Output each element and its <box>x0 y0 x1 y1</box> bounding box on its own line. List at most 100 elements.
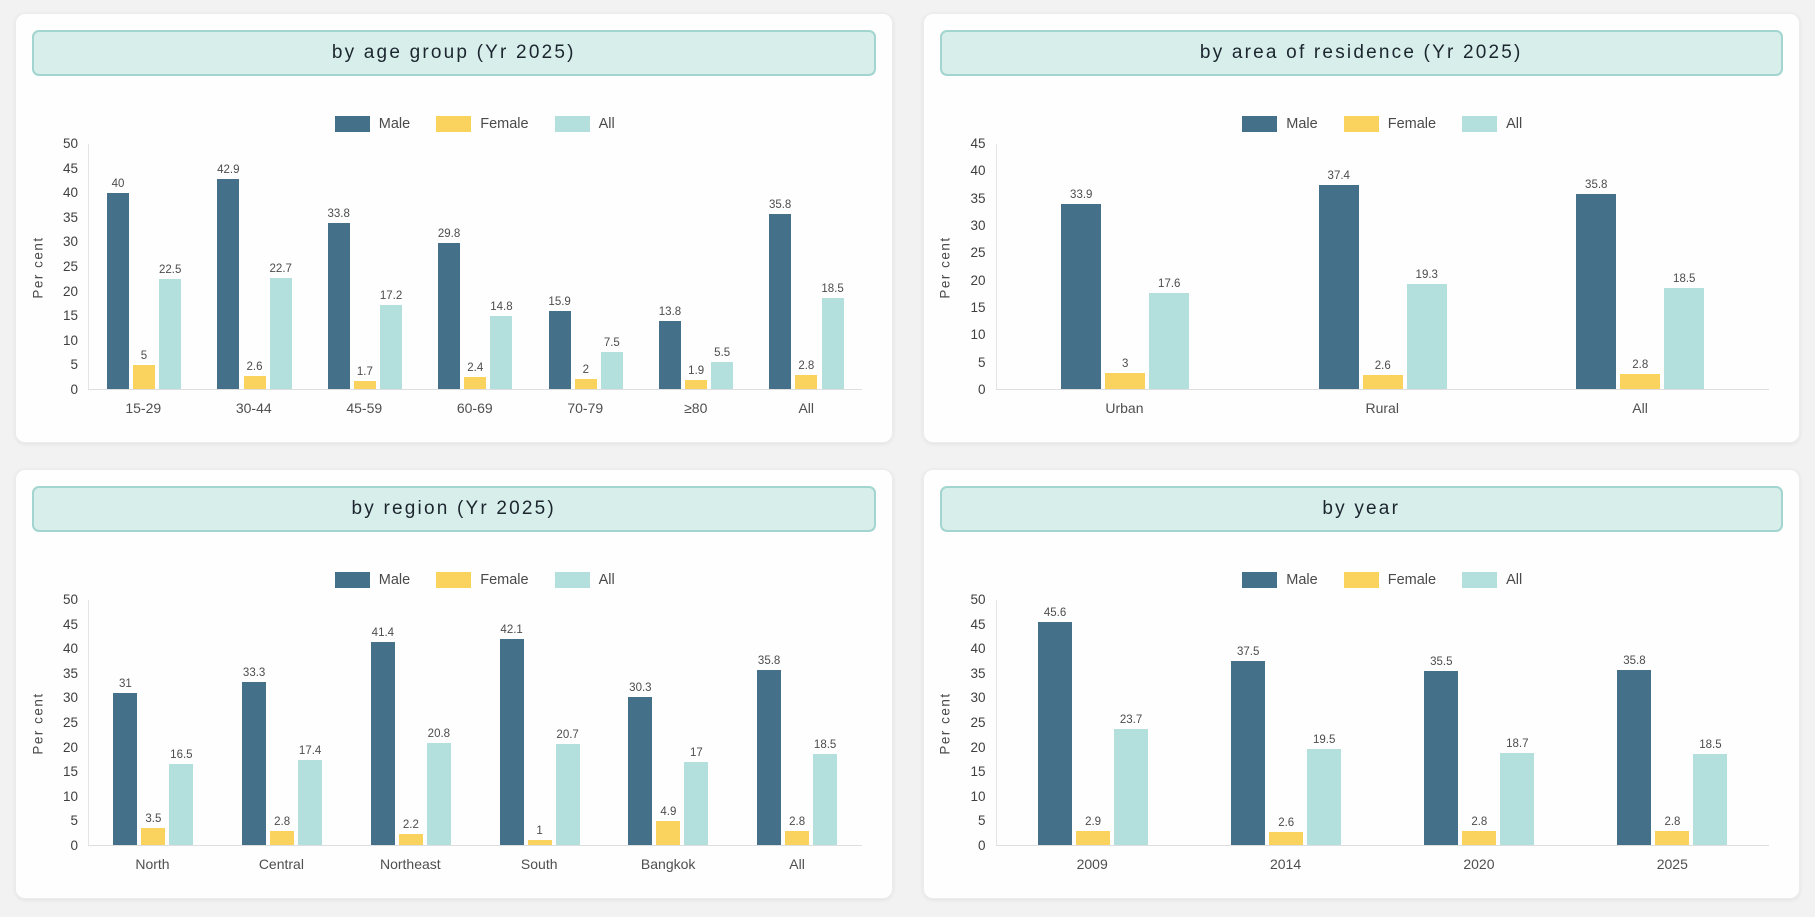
legend-swatch-female <box>1343 572 1379 588</box>
legend-item-female[interactable]: Female <box>1343 572 1436 588</box>
legend-item-all[interactable]: All <box>1462 572 1522 588</box>
bar-female-60-69[interactable] <box>464 377 487 389</box>
bar-all-30-44[interactable] <box>269 277 292 389</box>
legend-item-male[interactable]: Male <box>1242 572 1318 588</box>
x-category-label: 60-69 <box>456 400 493 416</box>
bar-female-all[interactable] <box>785 831 810 845</box>
bar-all-all[interactable] <box>813 754 838 845</box>
bar-all-all[interactable] <box>821 298 844 389</box>
bar-male-south[interactable] <box>499 638 524 845</box>
bar-male-bangkok[interactable] <box>628 696 653 845</box>
bar-male-15-29[interactable] <box>106 193 129 389</box>
bar-female-15-29[interactable] <box>132 364 155 389</box>
x-category-label: 2009 <box>1076 856 1108 872</box>
bar-all-all[interactable] <box>1664 288 1705 389</box>
bar-all-north[interactable] <box>169 764 194 845</box>
bar-male-2009[interactable] <box>1038 621 1073 845</box>
x-axis-labels: Urban Rural All <box>996 390 1770 420</box>
bar-value-label: 33.3 <box>242 666 266 679</box>
bar-male-all[interactable] <box>1576 194 1617 389</box>
bar-value-label: 2.6 <box>1278 817 1295 830</box>
bar-all-2014[interactable] <box>1307 749 1342 845</box>
bar-all-15-29[interactable] <box>159 278 182 389</box>
bar-female-30-44[interactable] <box>243 376 266 389</box>
y-axis-title: Per cent <box>936 144 956 390</box>
bar-male-70-79[interactable] <box>548 311 571 389</box>
legend-item-all[interactable]: All <box>1462 116 1522 132</box>
bar-female-2014[interactable] <box>1269 832 1304 845</box>
bar-all-south[interactable] <box>555 743 580 845</box>
bar-male-urban[interactable] <box>1061 204 1102 389</box>
bar-value-label: 2.9 <box>1085 815 1102 828</box>
bar-all-60-69[interactable] <box>490 316 513 389</box>
bar-male-2025[interactable] <box>1617 669 1652 845</box>
y-tick-label: 15 <box>970 300 986 316</box>
bar-female-rural[interactable] <box>1362 374 1403 389</box>
bar-all-2025[interactable] <box>1693 754 1728 845</box>
legend-item-male[interactable]: Male <box>1242 116 1318 132</box>
legend-item-female[interactable]: Female <box>1343 116 1436 132</box>
bar-value-label: 35.8 <box>1623 654 1646 667</box>
legend-item-female[interactable]: Female <box>436 572 529 588</box>
bar-female-2025[interactable] <box>1655 831 1690 845</box>
bar-all-bangkok[interactable] <box>684 761 709 845</box>
legend-item-male[interactable]: Male <box>334 572 410 588</box>
bar-male-60-69[interactable] <box>438 242 461 389</box>
bar-column: 33.3 <box>242 600 267 845</box>
bar-all-central[interactable] <box>298 759 323 845</box>
bar-column: 29.8 <box>438 144 460 389</box>
bar-column: 2.6 <box>1362 144 1403 389</box>
legend-label: All <box>598 116 615 132</box>
bar-all-rural[interactable] <box>1406 283 1447 389</box>
bar-male-all[interactable] <box>757 669 782 845</box>
bar-female-urban[interactable] <box>1105 372 1146 389</box>
plot-region: 33.9 3 17.6 37.4 2.6 19.3 35.8 2.8 18.5 <box>995 144 1769 390</box>
bar-all-urban[interactable] <box>1149 293 1190 389</box>
x-category-label: 30-44 <box>235 400 272 416</box>
bar-female-2009[interactable] <box>1076 830 1111 845</box>
bar-value-label: 2.2 <box>402 819 419 832</box>
bar-male-rural[interactable] <box>1318 185 1359 389</box>
bar-column: 17.2 <box>380 144 402 389</box>
bar-female-≥80[interactable] <box>685 379 708 389</box>
y-axis-title: Per cent <box>28 144 48 390</box>
bar-all-45-59[interactable] <box>380 304 403 389</box>
bar-male-northeast[interactable] <box>370 642 395 845</box>
bar-female-45-59[interactable] <box>353 380 376 389</box>
bar-female-70-79[interactable] <box>574 379 597 389</box>
bar-female-all[interactable] <box>795 375 818 389</box>
bar-male-central[interactable] <box>242 681 267 845</box>
bar-column: 42.1 <box>499 600 524 845</box>
bar-all-northeast[interactable] <box>426 743 451 845</box>
bar-male-all[interactable] <box>769 213 792 389</box>
bar-value-label: 5 <box>140 349 148 362</box>
chart-title-box: by year <box>939 486 1783 532</box>
legend-item-all[interactable]: All <box>554 116 615 132</box>
legend-swatch-male <box>334 116 370 132</box>
legend-item-all[interactable]: All <box>554 572 615 588</box>
bar-all-2020[interactable] <box>1500 753 1535 845</box>
bar-all-2009[interactable] <box>1114 728 1149 845</box>
bar-female-bangkok[interactable] <box>656 821 681 845</box>
bar-column: 35.5 <box>1424 600 1459 845</box>
y-axis-title: Per cent <box>936 600 956 846</box>
bar-female-2020[interactable] <box>1462 831 1497 845</box>
bar-female-central[interactable] <box>270 831 295 845</box>
bar-female-south[interactable] <box>527 840 552 845</box>
legend-item-female[interactable]: Female <box>436 116 529 132</box>
bar-group-south: 42.1 1 20.7 <box>475 600 604 845</box>
bar-male-≥80[interactable] <box>658 321 681 389</box>
bar-female-all[interactable] <box>1620 373 1661 389</box>
y-tick-label: 50 <box>62 136 78 151</box>
bar-male-2020[interactable] <box>1424 671 1459 845</box>
legend-item-male[interactable]: Male <box>334 116 410 132</box>
bar-female-north[interactable] <box>141 827 166 845</box>
bar-all-≥80[interactable] <box>711 362 734 389</box>
bar-male-45-59[interactable] <box>327 223 350 389</box>
bar-all-70-79[interactable] <box>600 352 623 389</box>
bar-female-northeast[interactable] <box>398 834 423 845</box>
bar-male-north[interactable] <box>113 693 138 845</box>
y-axis-ticks: 0 5 10 15 20 25 30 35 40 45 50 <box>956 593 996 853</box>
bar-male-30-44[interactable] <box>217 178 240 389</box>
bar-male-2014[interactable] <box>1231 661 1266 845</box>
